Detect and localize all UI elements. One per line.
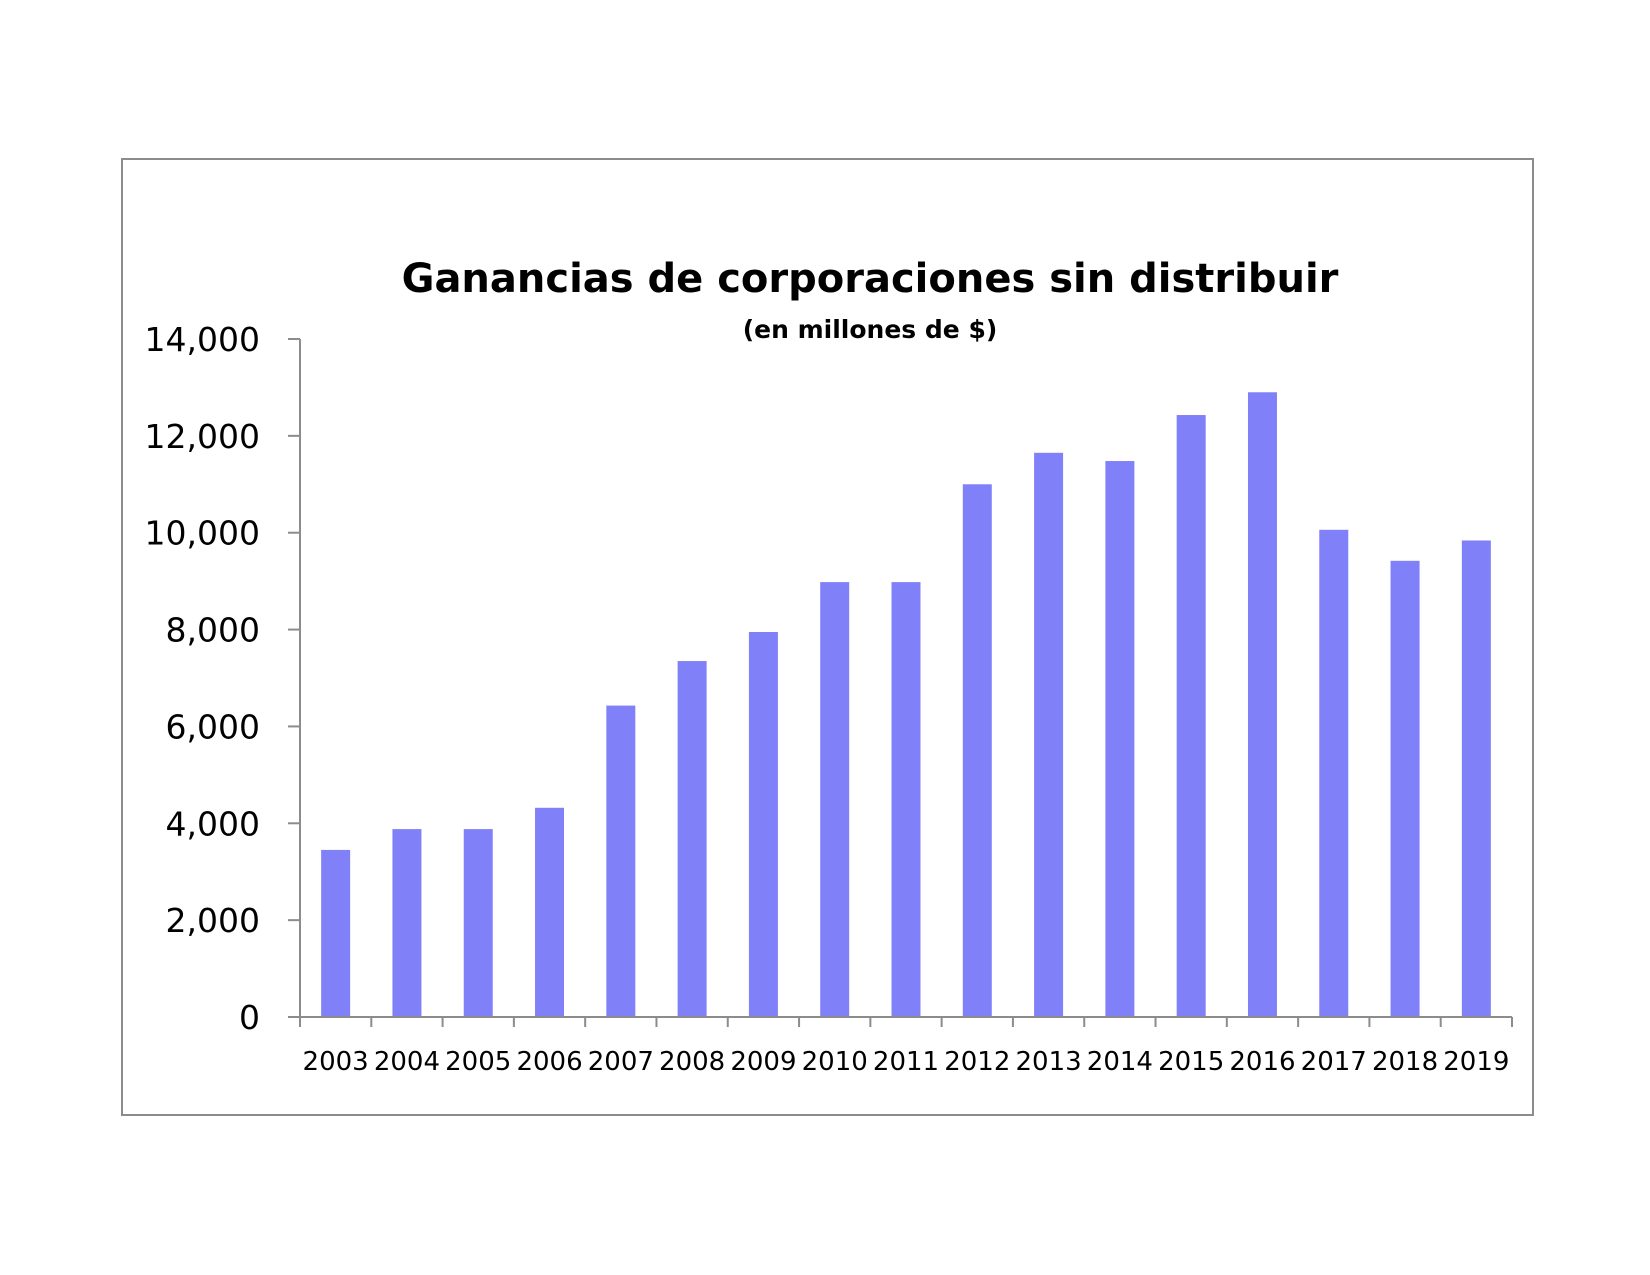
x-tick-label: 2003 [303, 1047, 369, 1077]
bar [962, 484, 992, 1017]
y-tick-label: 0 [239, 998, 260, 1037]
bar [1319, 529, 1349, 1017]
x-axis-ticks: 2003 2004 2005 2006 2007 2008 2009 2010 2011 2012… [299, 1017, 1513, 1077]
bar [677, 661, 707, 1017]
bar [392, 829, 422, 1017]
bar [748, 631, 778, 1017]
y-tick-label: 14,000 [145, 320, 260, 359]
x-tick-label: 2013 [1016, 1047, 1082, 1077]
bar [606, 705, 636, 1017]
chart-title: Ganancias de corporaciones sin distribui… [402, 256, 1339, 302]
x-tick-label: 2015 [1158, 1047, 1224, 1077]
y-tick-label: 10,000 [145, 514, 260, 553]
x-tick-label: 2007 [588, 1047, 654, 1077]
bar [535, 807, 565, 1017]
chart-subtitle: (en millones de $) [743, 315, 998, 344]
x-tick-label: 2017 [1301, 1047, 1367, 1077]
x-tick-label: 2019 [1443, 1047, 1509, 1077]
x-tick-label: 2006 [516, 1047, 582, 1077]
y-tick-label: 8,000 [166, 611, 260, 650]
x-tick-label: 2016 [1229, 1047, 1295, 1077]
x-tick-label: 2009 [730, 1047, 796, 1077]
bar [1034, 452, 1064, 1017]
x-tick-label: 2010 [802, 1047, 868, 1077]
y-tick-label: 6,000 [166, 707, 260, 746]
bar [463, 829, 493, 1017]
bars-group [321, 392, 1491, 1018]
y-tick-label: 12,000 [145, 417, 260, 456]
bar [1247, 392, 1277, 1017]
bar [1461, 540, 1491, 1017]
bar [1105, 461, 1135, 1017]
x-tick-label: 2004 [374, 1047, 440, 1077]
x-tick-label: 2005 [445, 1047, 511, 1077]
x-tick-label: 2012 [944, 1047, 1010, 1077]
x-tick-label: 2008 [659, 1047, 725, 1077]
bar [1176, 415, 1206, 1018]
bar [891, 582, 921, 1017]
y-tick-label: 2,000 [166, 901, 260, 940]
y-tick-label: 4,000 [166, 804, 260, 843]
y-axis-ticks: 0 2,000 4,000 6,000 8,000 10,000 12,000 14,000 [145, 320, 300, 1037]
x-tick-label: 2018 [1372, 1047, 1438, 1077]
x-tick-label: 2011 [873, 1047, 939, 1077]
x-tick-label: 2014 [1087, 1047, 1153, 1077]
bar [321, 849, 351, 1017]
bar [820, 582, 850, 1017]
bar [1390, 560, 1420, 1017]
